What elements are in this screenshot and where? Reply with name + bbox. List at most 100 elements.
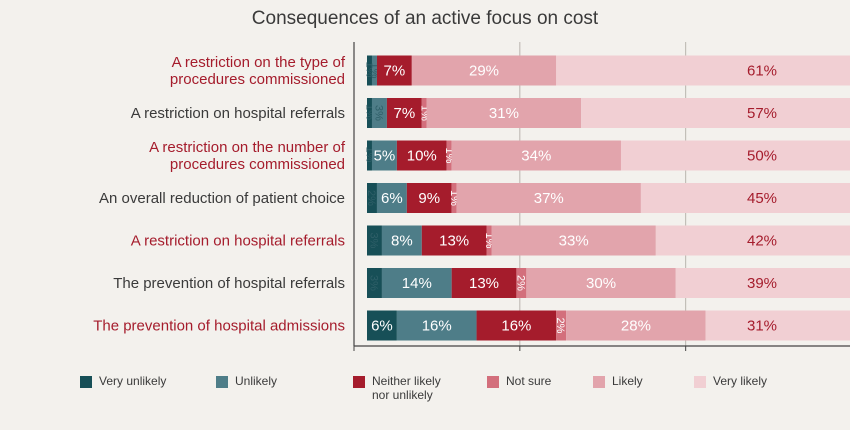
bar-segment <box>367 225 382 256</box>
bar-segment <box>367 98 372 128</box>
bar-segment <box>451 140 621 171</box>
legend-label: Very likely <box>713 374 768 388</box>
legend-item: Unlikely <box>216 374 277 388</box>
legend-item: Not sure <box>487 374 551 388</box>
value-label: 7% <box>394 105 416 122</box>
bar-row: A restriction on the number of procedures… <box>149 139 850 173</box>
bar-row: The prevention of hospital referrals 3% 14… <box>113 268 850 298</box>
value-label: 9% <box>418 190 440 207</box>
value-label: 13% <box>469 275 499 292</box>
category-label: A restriction on the number of procedures… <box>149 139 346 173</box>
bar-segment <box>640 183 850 213</box>
bar-segment <box>371 55 377 86</box>
bar-segment <box>367 310 397 341</box>
bar-segment <box>620 140 850 171</box>
bar-segment <box>371 140 397 171</box>
bar-segment <box>426 98 582 128</box>
value-label: 5% <box>374 148 396 165</box>
bar-segment <box>406 183 452 213</box>
value-label: 34% <box>521 148 551 165</box>
bar-segment <box>367 183 377 213</box>
bar-segment <box>451 268 517 298</box>
legend-item: Very unlikely <box>80 374 166 388</box>
value-label: 13% <box>439 233 469 250</box>
bar-segment <box>446 140 452 171</box>
value-label: 42% <box>747 233 777 250</box>
bar-segment <box>655 225 850 256</box>
bar-segment <box>491 225 656 256</box>
chart-title: Consequences of an active focus on cost <box>251 8 599 29</box>
value-label: 3% <box>372 105 384 121</box>
value-label: 3% <box>367 275 379 291</box>
bar-row: A restriction on hospital referrals 1%3% 7… <box>131 98 850 128</box>
bar-segment <box>381 268 452 298</box>
bar-segment <box>566 310 706 341</box>
category-label: The prevention of hospital referrals <box>113 275 345 292</box>
chart-legend: Very unlikely Unlikely Neither likely nor … <box>0 374 850 414</box>
value-label: 33% <box>559 233 589 250</box>
value-label: 16% <box>501 318 531 335</box>
bar-row: The prevention of hospital admissions 6% 1… <box>93 310 850 341</box>
value-label: 30% <box>586 275 616 292</box>
bar-segment <box>367 268 382 298</box>
legend-swatch <box>80 376 92 388</box>
bar-segment <box>376 183 407 213</box>
value-label: 37% <box>534 190 564 207</box>
bar-segment <box>556 310 567 341</box>
value-label: 28% <box>621 318 651 335</box>
value-label: 14% <box>402 275 432 292</box>
value-label: 31% <box>489 105 519 122</box>
bar-segment <box>367 140 372 171</box>
bar-segment <box>371 98 387 128</box>
category-label: A restriction on hospital referrals <box>131 233 345 250</box>
value-label: 6% <box>381 190 403 207</box>
legend-item: Very likely <box>694 374 767 388</box>
bar-segment <box>421 225 487 256</box>
bar-segment <box>486 225 492 256</box>
value-label: 3% <box>367 233 379 249</box>
bar-row: A restriction on hospital referrals 3% 8% 1… <box>131 225 850 256</box>
value-label: 8% <box>391 233 413 250</box>
value-label: 29% <box>469 63 499 80</box>
bar-row: A restriction on the type of procedures c… <box>170 54 850 88</box>
legend-swatch <box>593 376 605 388</box>
bar-segment <box>381 225 422 256</box>
bar-segment <box>456 183 641 213</box>
value-label: 2% <box>554 318 566 334</box>
bar-segment <box>386 98 422 128</box>
bar-segment <box>367 55 372 86</box>
category-label: An overall reduction of patient choice <box>99 190 345 207</box>
value-label: 45% <box>747 190 777 207</box>
bar-segment <box>675 268 850 298</box>
bar-segment <box>705 310 850 341</box>
legend-label: Very unlikely <box>99 374 167 388</box>
legend-item: Neither likely nor unlikely <box>353 374 441 402</box>
legend-label: Not sure <box>506 374 552 388</box>
bar-segment <box>396 140 447 171</box>
value-label: 57% <box>747 105 777 122</box>
bar-segment <box>396 310 477 341</box>
bar-segment <box>411 55 557 86</box>
legend-swatch <box>487 376 499 388</box>
legend-swatch <box>216 376 228 388</box>
legend-label: Neither likely nor unlikely <box>372 374 441 402</box>
value-label: 61% <box>747 63 777 80</box>
legend-label: Unlikely <box>235 374 278 388</box>
value-label: 50% <box>747 148 777 165</box>
value-label: 39% <box>747 275 777 292</box>
legend-swatch <box>353 376 365 388</box>
category-label: The prevention of hospital admissions <box>93 318 345 335</box>
value-label: 10% <box>407 148 437 165</box>
bar-segment <box>581 98 850 128</box>
value-label: 2% <box>365 190 377 206</box>
value-label: 31% <box>747 318 777 335</box>
bar-segment <box>476 310 557 341</box>
value-label: 2% <box>514 275 526 291</box>
bar-segment <box>421 98 427 128</box>
bar-segment <box>526 268 676 298</box>
bar-segment <box>556 55 850 86</box>
bar-segment <box>451 183 457 213</box>
legend-swatch <box>694 376 706 388</box>
value-label: 16% <box>422 318 452 335</box>
